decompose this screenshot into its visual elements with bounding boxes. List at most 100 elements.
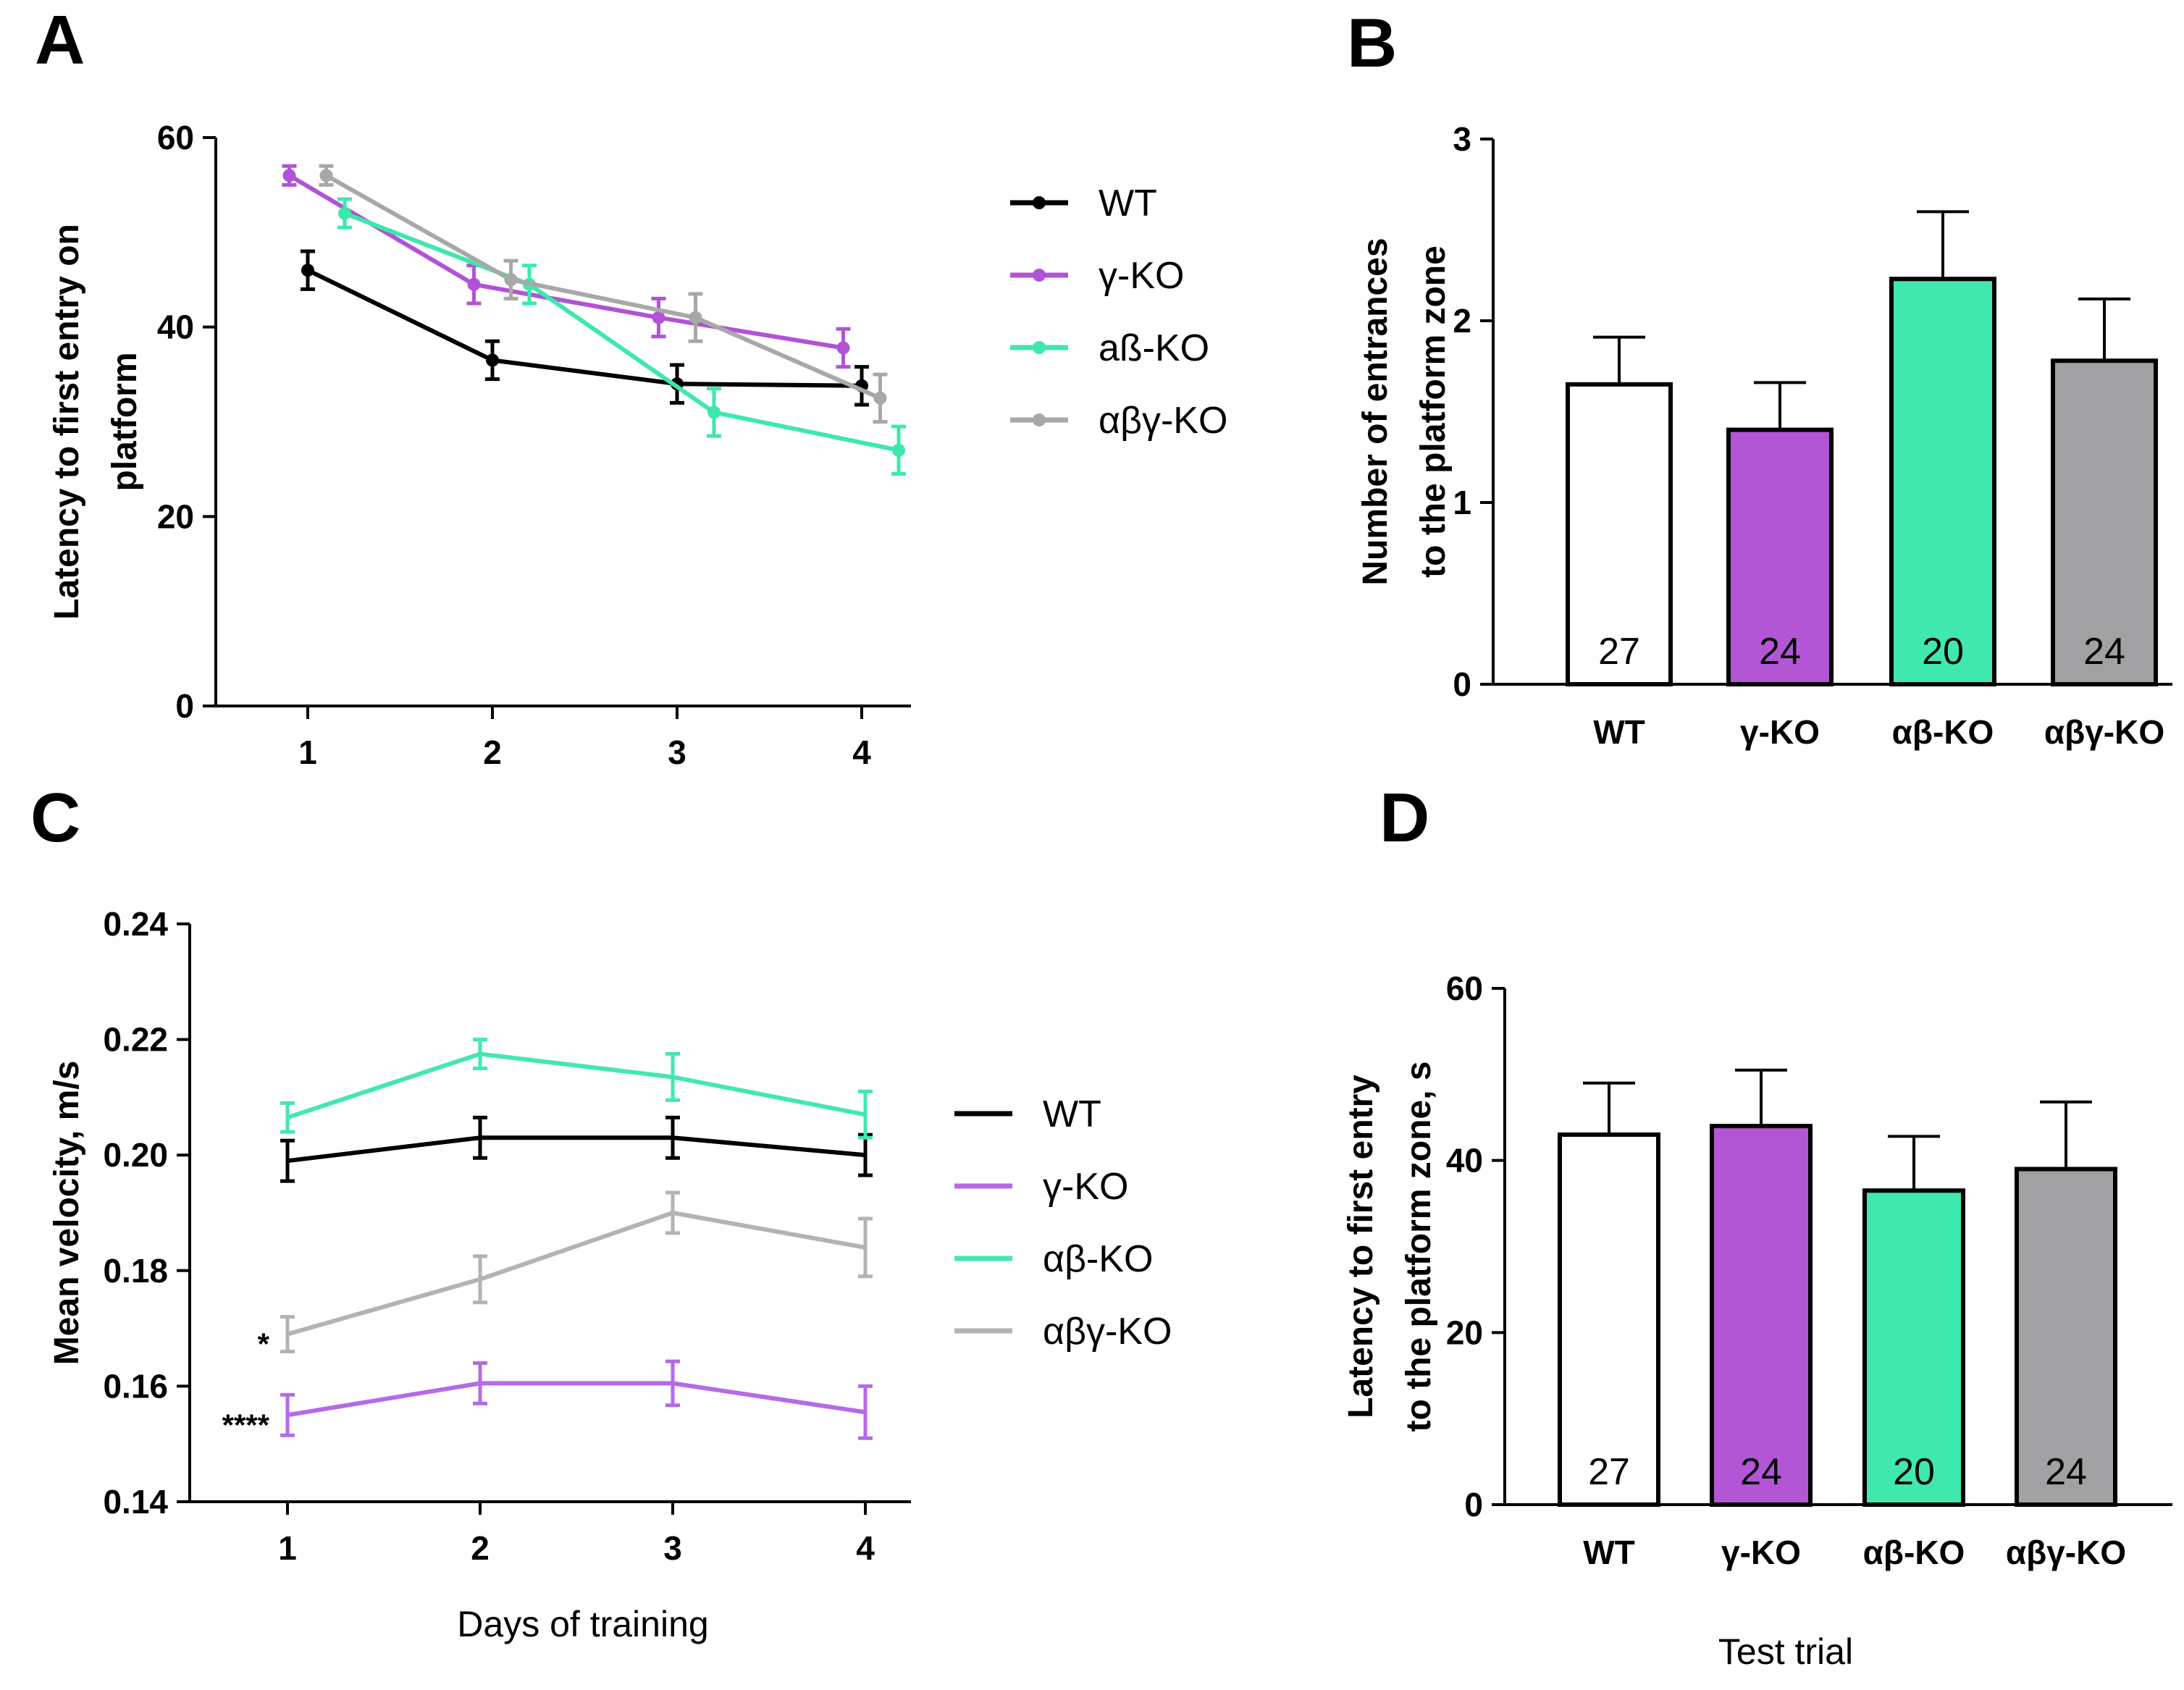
data-point <box>689 311 702 324</box>
x-tick-label: 2 <box>471 1529 490 1567</box>
category-label-wt: WT <box>1583 1534 1635 1571</box>
bar-group-wt: 27 <box>1558 1081 1660 1508</box>
category-label-ab-ko: αβ-KO <box>1863 1534 1965 1571</box>
panel-b-chart: 0 1 2 3 Number of entrances to the platform z… <box>1356 120 2172 751</box>
series-line-wt <box>306 268 862 388</box>
x-axis-title: Test trial <box>1718 1631 1853 1672</box>
legend-label-abg-ko: αβγ-KO <box>1099 400 1227 442</box>
y-tick-label: 0.22 <box>103 1021 168 1059</box>
x-tick-label: 4 <box>852 733 871 771</box>
y-axis-title: to the platform zone, s <box>1400 1061 1438 1432</box>
x-tick-label: 3 <box>663 1529 682 1567</box>
significance-marker: **** <box>222 1408 270 1442</box>
data-point <box>301 264 314 277</box>
y-tick-label: 0 <box>1464 1486 1483 1523</box>
panel-label-b: B <box>1347 4 1397 82</box>
y-tick-label: 0.18 <box>103 1252 168 1290</box>
bar-group-g-ko: 24 <box>1710 1068 1813 1507</box>
y-axis-title: Number of entrances <box>1356 237 1395 585</box>
legend-label-wt: WT <box>1043 1093 1101 1135</box>
series-ab-ko <box>337 197 906 476</box>
category-label-g-ko: γ-KO <box>1721 1534 1801 1571</box>
data-point <box>892 443 905 457</box>
y-tick-label: 0 <box>175 687 194 725</box>
series-g-ko <box>282 164 851 369</box>
series-ab-ko <box>280 1038 873 1140</box>
y-tick-label: 3 <box>1453 120 1471 158</box>
y-tick-label: 60 <box>1446 970 1483 1007</box>
bar-n-label: 27 <box>1588 1451 1630 1493</box>
legend-marker <box>1033 341 1046 354</box>
bar-group-abg-ko: 24 <box>2051 297 2158 686</box>
y-tick-label: 0.24 <box>103 905 168 943</box>
data-point <box>319 169 333 182</box>
legend-marker <box>1033 269 1046 282</box>
data-point <box>467 277 481 291</box>
data-point <box>338 206 351 220</box>
series-line-g-ko <box>287 173 844 350</box>
y-tick-label: 20 <box>1446 1313 1483 1351</box>
legend-marker <box>1033 413 1046 426</box>
series-wt <box>301 249 869 407</box>
series-line-abg-ko <box>287 1210 866 1337</box>
series-line-ab-ko <box>287 1051 866 1120</box>
series-line-g-ko <box>287 1381 866 1418</box>
bar-ab-ko <box>1862 1188 1965 1507</box>
y-tick-label: 2 <box>1453 302 1471 340</box>
bar-g-ko <box>1710 1124 1813 1507</box>
data-point <box>652 311 665 324</box>
data-point <box>707 405 721 419</box>
bar-abg-ko <box>2015 1166 2117 1508</box>
category-label-abg-ko: αβγ-KO <box>2006 1534 2126 1571</box>
bar-wt <box>1558 1132 1660 1508</box>
y-tick-label: 1 <box>1453 484 1471 521</box>
y-tick-label: 0.14 <box>103 1483 168 1521</box>
legend: WT γ-KO αβ-KO αβγ-KO <box>954 1093 1172 1353</box>
y-tick-label: 40 <box>1446 1142 1483 1180</box>
category-label-abg-ko: αβγ-KO <box>2044 713 2164 751</box>
bar-wt <box>1566 382 1673 686</box>
data-point <box>486 353 499 367</box>
y-tick-label: 60 <box>157 119 194 156</box>
panel-label-d: D <box>1379 779 1429 857</box>
data-point <box>873 391 887 405</box>
bar-n-label: 20 <box>1893 1451 1935 1493</box>
bar-n-label: 27 <box>1598 631 1640 673</box>
bar-n-label: 24 <box>1740 1451 1782 1493</box>
data-point <box>504 273 518 287</box>
y-axis-title: Latency to first entry on <box>48 224 86 620</box>
bar-n-label: 24 <box>2045 1451 2087 1493</box>
y-tick-label: 0.20 <box>103 1136 168 1174</box>
category-label-ab-ko: αβ-KO <box>1892 713 1994 751</box>
x-axis-title: Days of training <box>457 1604 708 1644</box>
data-point <box>282 169 296 182</box>
bar-ab-ko <box>1889 277 1996 686</box>
y-axis-title: to the platform zone <box>1414 245 1453 578</box>
series-abg-ko <box>319 164 888 424</box>
category-label-g-ko: γ-KO <box>1740 713 1820 751</box>
legend-label-g-ko: γ-KO <box>1099 255 1184 297</box>
x-tick-label: 4 <box>856 1529 875 1567</box>
x-tick-label: 1 <box>278 1529 297 1567</box>
x-tick-label: 1 <box>298 733 317 771</box>
legend-label-g-ko: γ-KO <box>1043 1166 1128 1208</box>
y-tick-label: 0 <box>1453 665 1471 703</box>
y-tick-label: 40 <box>157 308 194 346</box>
bar-abg-ko <box>2051 358 2158 686</box>
legend-label-abg-ko: αβγ-KO <box>1043 1311 1172 1353</box>
legend-label-wt: WT <box>1099 182 1157 224</box>
bar-g-ko <box>1726 427 1834 686</box>
y-axis-title: platform <box>106 353 144 492</box>
panel-c-chart: 0.14 0.16 0.18 0.20 0.22 0.24 Mean velocity, m… <box>48 905 1172 1644</box>
series-wt <box>280 1115 873 1183</box>
category-label-wt: WT <box>1593 713 1645 751</box>
series-g-ko <box>280 1359 873 1440</box>
bar-group-ab-ko: 20 <box>1889 210 1996 686</box>
series-line-wt <box>287 1135 866 1164</box>
data-point <box>836 341 850 355</box>
bar-group-abg-ko: 24 <box>2015 1100 2117 1508</box>
bar-n-label: 24 <box>2083 631 2125 673</box>
bar-group-wt: 27 <box>1566 335 1673 686</box>
x-tick-label: 3 <box>668 733 686 771</box>
